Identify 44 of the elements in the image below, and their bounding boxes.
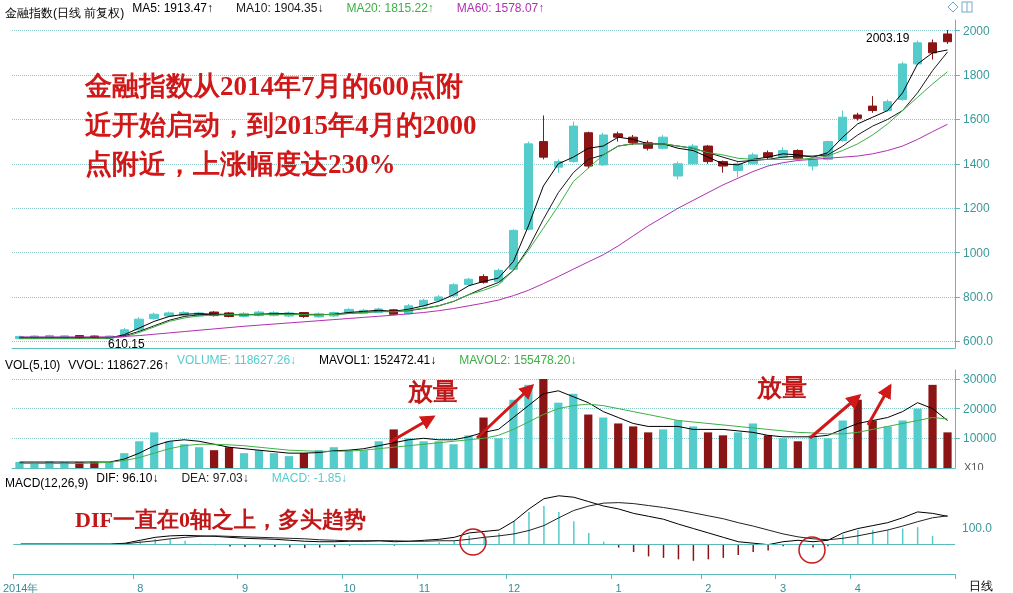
x-tick-label: 12 [507,581,521,593]
annotation: 金融指数从2014年7月的600点附近开始启动，到2015年4月的2000点附近，上涨幅度达230% [84,70,477,179]
text: 100.0 [962,520,993,535]
text: MA10: 1904.35↓ [236,1,324,15]
y-tick-label: 600.0 [963,334,994,349]
annotation: 放量 [407,378,458,405]
y-tick-label: 1800 [963,68,991,83]
chart-title: 金融指数(日线 前复权) [5,6,125,20]
x-tick-label: 8 [137,581,144,593]
chart-subtitle: VVOL: 118627.26↑ [68,358,169,372]
x-tick-label: 11 [418,581,431,593]
y-tick-label: 1200 [963,201,991,216]
text: MAVOL1: 152472.41↓ [319,353,437,367]
annotation: 2003.19 [866,30,910,45]
y-tick-label: 800.0 [963,289,994,304]
text: X10 [964,460,984,473]
annotation: 放量 [756,374,807,401]
x-tick-label: 2014年 [2,581,39,593]
text: DEA: 97.03↓ [181,471,249,485]
chart-title: VOL(5,10) [5,358,61,372]
x-axis-title: 日线 [969,579,993,593]
text: MA60: 1578.07↑ [456,1,545,15]
text: MAVOL2: 155478.20↓ [459,353,577,367]
annotation: 610.15 [108,336,146,351]
x-tick-label: 2 [705,581,712,593]
y-tick-label: 1400 [963,156,991,171]
text: MA5: 1913.47↑ [132,1,214,15]
y-tick-label: 2000 [963,23,991,38]
x-tick-label: 9 [241,581,249,593]
y-tick-label: 1000 [963,245,991,260]
text: VOLUME: 118627.26↓ [176,353,297,367]
text: DIF: 96.10↓ [96,471,159,485]
text: MA20: 1815.22↑ [346,1,434,15]
x-tick-label: 10 [343,581,356,593]
x-tick-label: 3 [780,581,787,593]
y-tick-label: 1600 [963,112,991,127]
y-tick-label: 10000 [963,431,997,446]
chart-title: MACD(12,26,9) [5,476,89,490]
text: MACD: -1.85↓ [271,471,348,485]
x-tick-label: 4 [854,581,861,593]
x-tick-label: 1 [615,581,622,593]
y-tick-label: 20000 [963,401,997,416]
y-tick-label: 30000 [963,371,997,386]
annotation: DIF一直在0轴之上，多头趋势 [75,507,366,532]
